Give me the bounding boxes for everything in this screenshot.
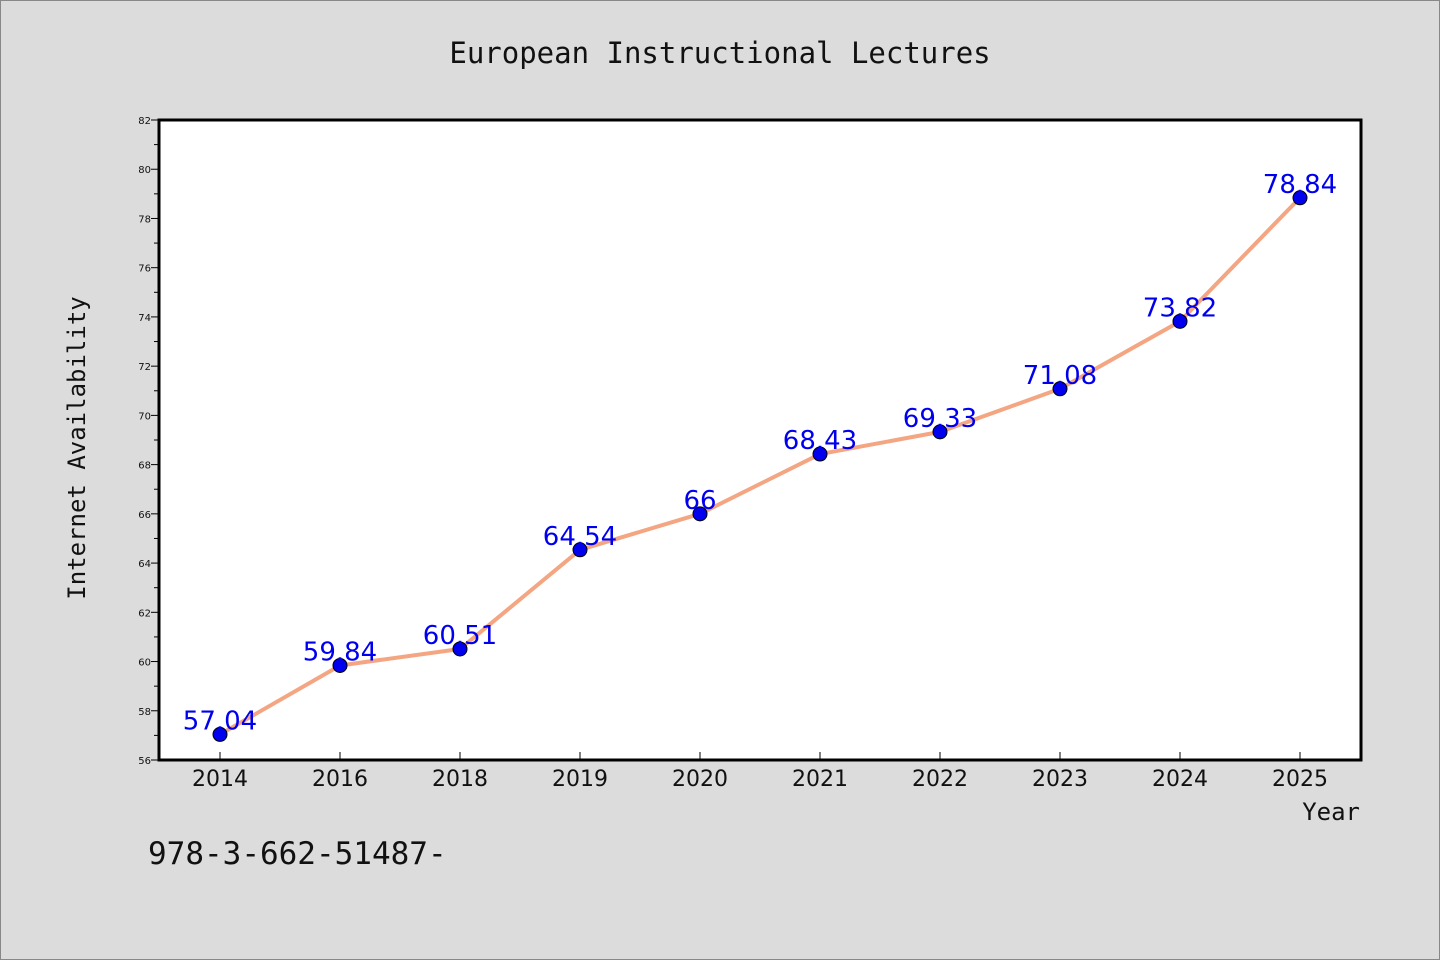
data-point: [692, 506, 708, 522]
data-point: [212, 726, 228, 742]
data-label: 71.08: [1023, 361, 1097, 391]
x-tick-label: 2022: [912, 767, 968, 792]
data-label: 64.54: [543, 522, 617, 552]
data-label: 73.82: [1143, 293, 1217, 323]
y-tick-label: 78: [138, 214, 151, 225]
footnote: 978-3-662-51487-: [148, 836, 447, 872]
data-point: [452, 641, 468, 657]
data-point: [1172, 313, 1188, 329]
x-tick-label: 2014: [192, 767, 248, 792]
y-tick-label: 72: [138, 362, 151, 373]
y-tick-label: 58: [138, 707, 151, 718]
y-axis: 56 58 60 62 64 66 68 70 72 74 76 78 80 82: [138, 116, 159, 767]
y-tick-label: 66: [138, 510, 151, 521]
y-axis-label: Internet Availability: [63, 296, 91, 599]
data-label: 60.51: [423, 621, 497, 651]
y-tick-label: 68: [138, 461, 151, 472]
x-tick-label: 2024: [1152, 767, 1208, 792]
y-tick-label: 76: [138, 264, 151, 275]
plot-area: [157, 118, 1363, 762]
data-point: [572, 542, 588, 558]
x-axis-label: Year: [1302, 798, 1360, 826]
x-tick-label: 2021: [792, 767, 848, 792]
x-tick-label: 2025: [1272, 767, 1328, 792]
y-tick-label: 82: [138, 116, 151, 127]
x-tick-label: 2019: [552, 767, 608, 792]
data-label: 66: [683, 486, 716, 516]
x-tick-label: 2018: [432, 767, 488, 792]
data-label: 69.33: [903, 404, 977, 434]
x-tick-label: 2016: [312, 767, 368, 792]
y-tick-label: 70: [138, 411, 151, 422]
data-label: 68.43: [783, 426, 857, 456]
data-label: 57.04: [183, 706, 257, 736]
y-tick-label: 64: [138, 559, 151, 570]
data-point: [1292, 190, 1308, 206]
x-tick-label: 2023: [1032, 767, 1088, 792]
data-point: [1052, 381, 1068, 397]
y-tick-label: 74: [138, 313, 151, 324]
data-point: [812, 446, 828, 462]
data-point: [332, 657, 348, 673]
series-layer: 57.04 59.84 60.51 64.54 66 68.43 69.33 71.08 73.…: [183, 170, 1337, 742]
x-tick-label: 2020: [672, 767, 728, 792]
data-point: [932, 424, 948, 440]
y-tick-label: 56: [138, 756, 151, 767]
data-label: 78.84: [1263, 170, 1337, 200]
chart-title: European Instructional Lectures: [449, 36, 990, 70]
y-tick-label: 80: [138, 165, 151, 176]
series-line: [218, 195, 1302, 737]
y-tick-label: 62: [138, 608, 151, 619]
y-tick-label: 60: [138, 658, 151, 669]
data-label: 59.84: [303, 637, 377, 667]
x-axis: 2014 2016 2018 2019 2020 2021 2022 2023 2024 2025: [192, 752, 1328, 792]
